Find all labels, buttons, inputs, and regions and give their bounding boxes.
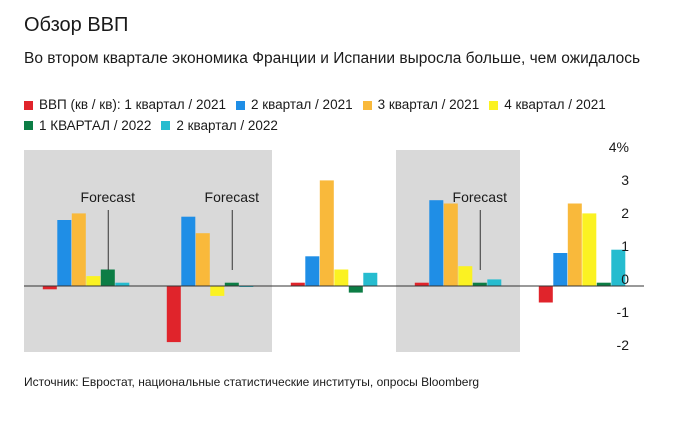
label-clip-mask: [0, 353, 675, 373]
forecast-label: Forecast: [453, 189, 508, 205]
legend-item-6: 2 квартал / 2022: [161, 116, 278, 136]
bar: [100, 269, 115, 286]
chart-source: Источник: Евростат, национальные статист…: [24, 375, 480, 389]
bar: [429, 200, 444, 286]
legend-label: ВВП (кв / кв): 1 квартал / 2021: [39, 97, 226, 112]
y-tick-label: 0: [621, 271, 629, 287]
legend-swatch: [489, 100, 499, 110]
legend-swatch: [24, 100, 33, 110]
chart-subtitle: Во втором квартале экономика Франции и И…: [24, 50, 641, 67]
bar: [305, 256, 320, 286]
legend-label: 1 КВАРТАЛ / 2022: [39, 117, 152, 133]
bar: [472, 282, 487, 286]
legend-item-2: 2 квартал / 2021: [235, 95, 353, 115]
chart-title: Обзор ВВП: [24, 14, 129, 36]
y-tick-label: -2: [617, 337, 630, 353]
bar: [538, 286, 553, 303]
bar: [487, 279, 502, 286]
legend-item-1: ВВП (кв / кв): 1 квартал / 2021: [24, 95, 226, 115]
legend-label: 3 квартал / 2021: [377, 97, 480, 112]
legend-item-4: 4 квартал / 2021: [489, 95, 606, 115]
bar: [443, 203, 458, 286]
bar: [596, 282, 611, 286]
bar: [553, 253, 568, 286]
bar: [319, 180, 334, 286]
forecast-label: Forecast: [81, 189, 136, 205]
legend-swatch: [235, 100, 245, 110]
legend-label: 2 квартал / 2021: [250, 97, 353, 112]
legend-item-5: 1 КВАРТАЛ / 2022: [24, 116, 151, 136]
bar: [414, 282, 429, 286]
legend-swatch: [161, 121, 171, 130]
bar: [210, 286, 225, 296]
bar: [166, 286, 181, 343]
shaded-band: [396, 150, 520, 352]
shaded-band: [148, 150, 272, 352]
y-tick-label: 2: [621, 205, 629, 221]
bar: [290, 282, 305, 286]
legend-item-3: 3 квартал / 2021: [362, 95, 480, 115]
bar: [71, 213, 86, 286]
shaded-band: [24, 150, 148, 352]
legend-swatch: [24, 121, 33, 130]
bar: [334, 269, 349, 286]
bar: [582, 213, 597, 286]
bar: [567, 203, 582, 286]
y-tick-label: 1: [621, 238, 629, 254]
y-tick-label: -1: [617, 304, 630, 320]
bar: [42, 286, 57, 290]
bar: [181, 216, 196, 286]
bar: [348, 286, 363, 293]
bar: [195, 233, 210, 286]
chart-legend: ВВП (кв / кв): 1 квартал / 2021 2 квартал…: [24, 95, 644, 136]
legend-label: 4 квартал / 2021: [504, 97, 606, 112]
bar: [458, 266, 473, 286]
y-tick-label: 3: [621, 172, 629, 188]
y-tick-label: 4%: [609, 139, 629, 155]
bar: [363, 272, 378, 286]
legend-swatch: [362, 100, 372, 110]
bar: [86, 276, 101, 286]
legend-label: 2 квартал / 2022: [176, 117, 278, 133]
bar: [57, 220, 72, 286]
forecast-label: Forecast: [205, 189, 260, 205]
bar: [115, 282, 130, 286]
bar: [611, 249, 626, 286]
bar: [224, 282, 239, 286]
